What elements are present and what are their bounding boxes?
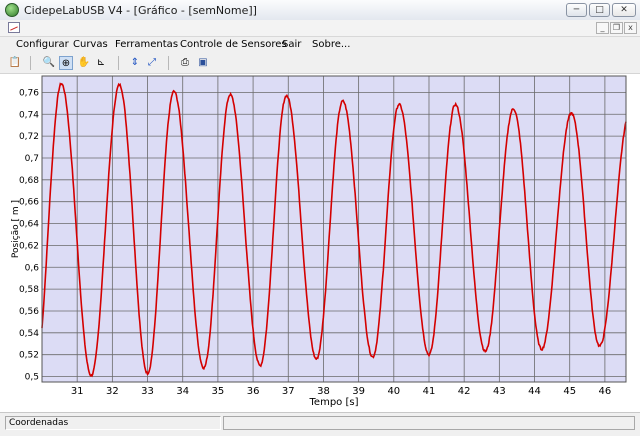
x-tick-label: 41 [423, 386, 436, 397]
minimize-button[interactable]: ─ [566, 3, 587, 17]
y-tick-label: 0,5 [25, 373, 39, 383]
x-tick-label: 38 [317, 386, 330, 397]
zoom-region-icon[interactable]: ⊕ [59, 56, 73, 70]
x-tick-label: 39 [352, 386, 365, 397]
chart-area[interactable]: 0,5 0,52 0,54 0,56 0,58 0,6 0,62 0,64 0,66 0,68 0,… [0, 74, 640, 412]
mdi-child-bar: _ ❐ x [0, 20, 640, 37]
maximize-button[interactable]: □ [589, 3, 610, 17]
x-tick-label: 43 [493, 386, 506, 397]
menu-sair[interactable]: Sair [282, 39, 302, 50]
title-bar: CidepeLabUSB V4 - [Gráfico - [semNome]] … [0, 0, 640, 21]
y-tick-label: 0,7 [25, 154, 39, 164]
x-tick-label: 37 [282, 386, 295, 397]
position-time-chart[interactable]: 0,5 0,52 0,54 0,56 0,58 0,6 0,62 0,64 0,66 0,68 0,… [0, 74, 640, 412]
x-tick-label: 35 [212, 386, 225, 397]
menu-controle-de-sensores[interactable]: Controle de Sensores [180, 39, 287, 50]
mdi-restore-button[interactable]: ❐ [610, 22, 623, 34]
y-tick-label: 0,74 [19, 110, 39, 120]
x-tick-label: 42 [458, 386, 471, 397]
y-tick-label: 0,62 [19, 241, 39, 251]
x-tick-label: 45 [563, 386, 576, 397]
y-tick-labels: 0,5 0,52 0,54 0,56 0,58 0,6 0,62 0,64 0,66 0,68 0,… [19, 88, 39, 382]
toolbar: 📋 🔍 ⊕ ✋ ⊾ ⇕ ⤢ ⎙ ▣ [0, 53, 640, 74]
y-tick-label: 0,52 [19, 351, 39, 361]
y-tick-label: 0,58 [19, 285, 39, 295]
fit-icon[interactable]: ⤢ [148, 57, 156, 68]
close-button[interactable]: ✕ [612, 3, 636, 17]
app-logo-icon [5, 3, 19, 17]
menu-ferramentas[interactable]: Ferramentas [115, 39, 179, 50]
x-tick-label: 40 [387, 386, 400, 397]
x-tick-labels: 31 32 33 34 35 36 37 38 39 40 41 42 43 44 45 46 [71, 386, 611, 397]
series-line [41, 82, 627, 378]
mdi-minimize-button[interactable]: _ [596, 22, 609, 34]
x-tick-label: 36 [247, 386, 260, 397]
toolbar-separator [168, 56, 169, 70]
y-tick-label: 0,54 [19, 329, 39, 339]
y-axis-label: Posição [ m ] [11, 200, 21, 258]
x-tick-label: 46 [599, 386, 612, 397]
zoom-out-icon[interactable]: 🔍 [42, 57, 56, 68]
axis-cursor-icon[interactable]: ⊾ [96, 57, 106, 68]
y-tick-label: 0,66 [19, 198, 39, 208]
y-tick-label: 0,6 [25, 263, 40, 273]
print-icon[interactable]: ⎙ [181, 57, 189, 68]
document-chart-icon[interactable] [8, 22, 20, 33]
vertical-arrows-icon[interactable]: ⇕ [130, 57, 140, 68]
y-tick-label: 0,64 [19, 220, 39, 230]
x-tick-label: 31 [71, 386, 84, 397]
window-title: CidepeLabUSB V4 - [Gráfico - [semNome]] [24, 4, 257, 17]
plot-border [41, 75, 627, 383]
y-tick-label: 0,68 [19, 176, 39, 186]
status-bar: Coordenadas [0, 412, 640, 436]
menu-sobre[interactable]: Sobre... [312, 39, 351, 50]
plot-background [42, 76, 626, 382]
y-tick-label: 0,76 [19, 88, 39, 98]
clipboard-icon[interactable]: 📋 [8, 57, 22, 68]
menu-bar: Configurar Curvas Ferramentas Controle d… [0, 37, 640, 53]
save-icon[interactable]: ▣ [198, 57, 208, 68]
status-coordinates: Coordenadas [5, 416, 221, 430]
grid-lines [42, 76, 626, 382]
x-axis-label: Tempo [s] [309, 397, 359, 408]
x-tick-label: 44 [528, 386, 541, 397]
pan-hand-icon[interactable]: ✋ [77, 57, 91, 68]
x-tick-label: 32 [106, 386, 119, 397]
status-panel [223, 416, 635, 430]
x-tick-label: 33 [141, 386, 154, 397]
y-tick-label: 0,56 [19, 307, 39, 317]
mdi-close-button[interactable]: x [624, 22, 637, 34]
toolbar-separator [118, 56, 119, 70]
menu-curvas[interactable]: Curvas [73, 39, 108, 50]
toolbar-separator [30, 56, 31, 70]
y-tick-label: 0,72 [19, 132, 39, 142]
x-tick-label: 34 [176, 386, 189, 397]
menu-configurar[interactable]: Configurar [16, 39, 69, 50]
